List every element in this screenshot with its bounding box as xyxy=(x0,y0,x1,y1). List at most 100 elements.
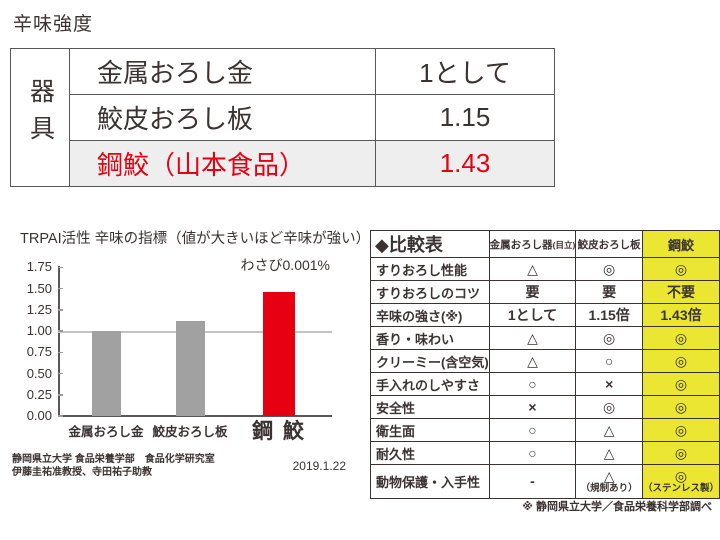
chart-title: TRPAI活性 辛味の指標（値が大きいほど辛味が強い） xyxy=(20,231,371,247)
column-header-metal: 金属おろし器(目立) xyxy=(488,230,577,258)
cell-value: ◎ xyxy=(641,418,720,442)
cell-value: ◎ xyxy=(575,395,643,419)
intensity-table: 器具 金属おろし金 1として 鮫皮おろし板 1.15 鋼鮫（山本食品） 1.43 xyxy=(10,48,555,187)
cell-item: 金属おろし金 xyxy=(69,48,376,95)
cell-value: 要 xyxy=(488,280,577,304)
table-row: すりおろし性能 △ ◎ ◎ xyxy=(370,257,720,281)
column-header-sub: (目立) xyxy=(552,239,576,250)
y-axis-line xyxy=(58,266,60,416)
cell-value: △ （規制あり） xyxy=(575,464,643,499)
y-axis-tick-label: 0.50 xyxy=(26,365,52,381)
table-row: 安全性 × ◎ ◎ xyxy=(370,395,720,419)
row-header-kigu: 器具 xyxy=(10,48,70,187)
cell-value: △ xyxy=(488,349,577,373)
cell-value: △ xyxy=(575,441,643,465)
y-axis-tick-mark xyxy=(58,287,63,290)
cell-value: × xyxy=(575,372,643,396)
y-axis-tick-label: 0.25 xyxy=(26,386,52,402)
row-label: 耐久性 xyxy=(370,441,490,465)
y-axis-tick-label: 0.00 xyxy=(26,408,52,423)
y-axis-tick-label: 1.50 xyxy=(26,280,52,296)
cell-note: （ステンレス製） xyxy=(642,483,719,495)
y-axis-tick-mark xyxy=(58,309,63,311)
y-axis-tick-mark xyxy=(58,394,63,396)
cell-value: 1として xyxy=(488,303,577,327)
y-axis-tick-mark xyxy=(58,330,63,332)
row-label: 手入れのしやすさ xyxy=(370,372,490,396)
y-axis-tick-label: 0.75 xyxy=(26,344,52,360)
cell-symbol: △ xyxy=(603,468,615,485)
cell-value: 1.43 xyxy=(375,140,555,187)
cell-value: × xyxy=(488,395,577,419)
cell-value: 不要 xyxy=(641,280,720,304)
cell-symbol: - xyxy=(530,473,535,490)
table-row: すりおろしのコツ 要 要 不要 xyxy=(370,280,720,304)
cell-value: 要 xyxy=(575,280,643,304)
cell-value: △ xyxy=(488,326,577,350)
table-row: 鮫皮おろし板 1.15 xyxy=(11,94,555,141)
row-label: すりおろし性能 xyxy=(370,257,490,281)
cell-symbol: ◎ xyxy=(674,468,688,485)
cell-value: ◎ xyxy=(641,257,720,281)
y-axis-tick-mark xyxy=(58,372,63,375)
row-label: すりおろしのコツ xyxy=(370,280,490,304)
table-row: クリーミー(含空気) △ ○ ◎ xyxy=(370,349,720,373)
column-header-sharkskin: 鮫皮おろし板 xyxy=(575,230,643,258)
cell-value: ◎ xyxy=(575,257,643,281)
cell-value: ◎ xyxy=(641,395,720,419)
chart-source-line1: 静岡県立大学 食品栄養学部 食品化学研究室 xyxy=(12,454,215,465)
column-header-label: 金属おろし器 xyxy=(489,238,553,251)
table-row: 耐久性 ○ △ ◎ xyxy=(370,441,720,465)
comparison-footnote: ※ 静岡県立大学／食品栄養科学部調べ xyxy=(522,501,712,513)
row-label: 安全性 xyxy=(370,395,490,419)
table-row: 動物保護・入手性 - △ （規制あり） ◎ （ステンレス製） xyxy=(370,464,720,499)
chart-date: 2019.1.22 xyxy=(292,459,346,473)
column-header-kozame: 鋼鮫 xyxy=(641,230,720,258)
row-label: 辛味の強さ(※) xyxy=(370,303,490,327)
table-row: 衛生面 ○ △ ◎ xyxy=(370,418,720,442)
cell-value: △ xyxy=(488,257,577,281)
table-row: 器具 金属おろし金 1として xyxy=(10,48,555,187)
y-axis-tick-label: 1.00 xyxy=(26,323,52,338)
cell-value: ◎ xyxy=(641,441,720,465)
table-row-highlighted: 鋼鮫（山本食品） 1.43 xyxy=(11,140,555,187)
table-row: 手入れのしやすさ ○ × ◎ xyxy=(370,372,720,396)
row-label: クリーミー(含空気) xyxy=(370,349,490,373)
row-label: 動物保護・入手性 xyxy=(370,464,490,499)
cell-value: 1.15 xyxy=(375,94,555,141)
row-label: 香り・味わい xyxy=(370,326,490,350)
cell-value: ◎ xyxy=(641,349,720,373)
cell-value: - xyxy=(488,464,577,499)
cell-note: （規制あり） xyxy=(580,483,638,495)
row-header-label: 器具 xyxy=(26,78,55,152)
cell-value: ○ xyxy=(488,441,577,465)
table-row: 香り・味わい △ ◎ ◎ xyxy=(370,326,720,350)
cell-value: 1として xyxy=(375,48,555,95)
chart-annotation: わさび0.001% xyxy=(240,257,330,273)
y-axis-tick-mark xyxy=(58,266,63,268)
row-label: 衛生面 xyxy=(370,418,490,442)
y-axis-tick-label: 1.75 xyxy=(26,259,52,275)
cell-value: △ xyxy=(575,418,643,442)
chart-bar xyxy=(175,320,205,416)
cell-item: 鋼鮫（山本食品） xyxy=(69,140,376,187)
cell-item: 鮫皮おろし板 xyxy=(69,94,376,141)
cell-value: ○ xyxy=(488,418,577,442)
chart-bar xyxy=(263,291,295,416)
x-axis-category-label: 鮫皮おろし板 xyxy=(152,425,228,439)
page-title: 辛味強度 xyxy=(13,14,94,35)
cell-value: ○ xyxy=(488,372,577,396)
y-axis-tick-mark xyxy=(58,415,63,417)
chart-bar xyxy=(91,331,121,416)
chart-source-line2: 伊藤圭祐准教授、寺田祐子助教 xyxy=(12,467,152,478)
table-row: 辛味の強さ(※) 1として 1.15倍 1.43倍 xyxy=(370,303,720,327)
x-axis-category-label: 金属おろし金 xyxy=(68,425,144,439)
table-header-row: ◆比較表 金属おろし器(目立) 鮫皮おろし板 鋼鮫 xyxy=(370,230,720,258)
comparison-table: ◆比較表 金属おろし器(目立) 鮫皮おろし板 鋼鮫 すりおろし性能 △ ◎ ◎ … xyxy=(370,230,720,499)
cell-value: ◎ xyxy=(641,372,720,396)
y-axis-tick-label: 1.25 xyxy=(26,301,52,317)
cell-value: ◎ xyxy=(575,326,643,350)
comparison-table-title: ◆比較表 xyxy=(370,230,490,258)
cell-value: ◎ xyxy=(641,326,720,350)
